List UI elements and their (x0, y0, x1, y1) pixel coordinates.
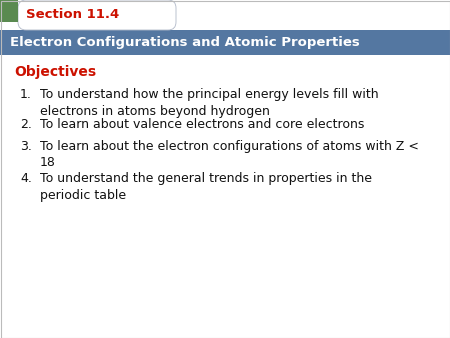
Text: To learn about the electron configurations of atoms with Z <
18: To learn about the electron configuratio… (40, 140, 419, 169)
Bar (0, 30, 450, 55)
Text: Objectives: Objectives (14, 65, 96, 79)
Text: 2.: 2. (20, 118, 32, 131)
Text: To understand how the principal energy levels fill with
electrons in atoms beyon: To understand how the principal energy l… (40, 88, 378, 118)
Text: 3.: 3. (20, 140, 32, 153)
Bar (0, 0, 18, 22)
Text: 1.: 1. (20, 88, 32, 101)
Text: Electron Configurations and Atomic Properties: Electron Configurations and Atomic Prope… (10, 36, 360, 49)
Text: To understand the general trends in properties in the
periodic table: To understand the general trends in prop… (40, 172, 372, 201)
Text: To learn about valence electrons and core electrons: To learn about valence electrons and cor… (40, 118, 365, 131)
Text: 4.: 4. (20, 172, 32, 185)
FancyBboxPatch shape (18, 0, 176, 30)
Text: Section 11.4: Section 11.4 (26, 8, 119, 22)
